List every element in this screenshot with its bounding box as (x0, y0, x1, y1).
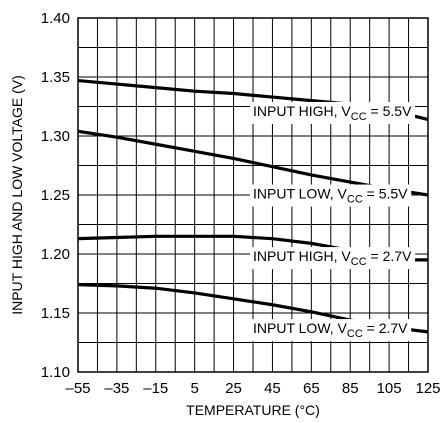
y-tick-label: 1.30 (41, 128, 70, 145)
y-tick-label: 1.10 (41, 364, 70, 381)
series-label-text: INPUT HIGH, VCC = 5.5V (253, 103, 412, 123)
series-label-text: INPUT LOW, VCC = 2.7V (253, 320, 408, 340)
series-label-1: INPUT HIGH, VCC = 5.5V (250, 101, 416, 124)
x-tick-label: 5 (190, 380, 198, 397)
x-tick-label: 85 (342, 380, 359, 397)
series-label-text: INPUT HIGH, VCC = 2.7V (253, 248, 412, 268)
x-tick-label: 105 (377, 380, 402, 397)
series-label-2: INPUT LOW, VCC = 5.5V (250, 184, 412, 207)
series-label-background (250, 101, 416, 124)
series-label-4: INPUT LOW, VCC = 2.7V (250, 319, 412, 342)
y-tick-label: 1.35 (41, 69, 70, 86)
x-tick-label: 65 (303, 380, 320, 397)
x-axis-label: TEMPERATURE (°C) (186, 402, 320, 418)
x-tick-label: 25 (225, 380, 242, 397)
series-labels: INPUT HIGH, VCC = 5.5V INPUT LOW, VCC = 5… (250, 101, 416, 342)
y-tick-label: 1.20 (41, 246, 70, 263)
y-tick-label: 1.15 (41, 305, 70, 322)
x-tick-label: 45 (264, 380, 281, 397)
series-label-background (250, 247, 416, 270)
x-tick-label: –55 (65, 380, 90, 397)
y-axis-label: INPUT HIGH AND LOW VOLTAGE (V) (9, 75, 25, 315)
series-label-text: INPUT LOW, VCC = 5.5V (253, 186, 408, 206)
y-tick-label: 1.25 (41, 187, 70, 204)
x-tick-label: –15 (143, 380, 168, 397)
x-tick-label: –35 (104, 380, 129, 397)
series-label-background (250, 184, 412, 207)
y-tick-labels: 1.10 1.15 1.20 1.25 1.30 1.35 1.40 (41, 10, 70, 381)
plot-frame (77, 17, 429, 373)
series-label-3: INPUT HIGH, VCC = 2.7V (250, 247, 416, 270)
x-tick-label: 125 (415, 380, 440, 397)
x-tick-labels: –55 –35 –15 5 25 45 65 85 105 125 (65, 380, 440, 397)
y-tick-label: 1.40 (41, 10, 70, 27)
series-label-background (250, 319, 412, 342)
